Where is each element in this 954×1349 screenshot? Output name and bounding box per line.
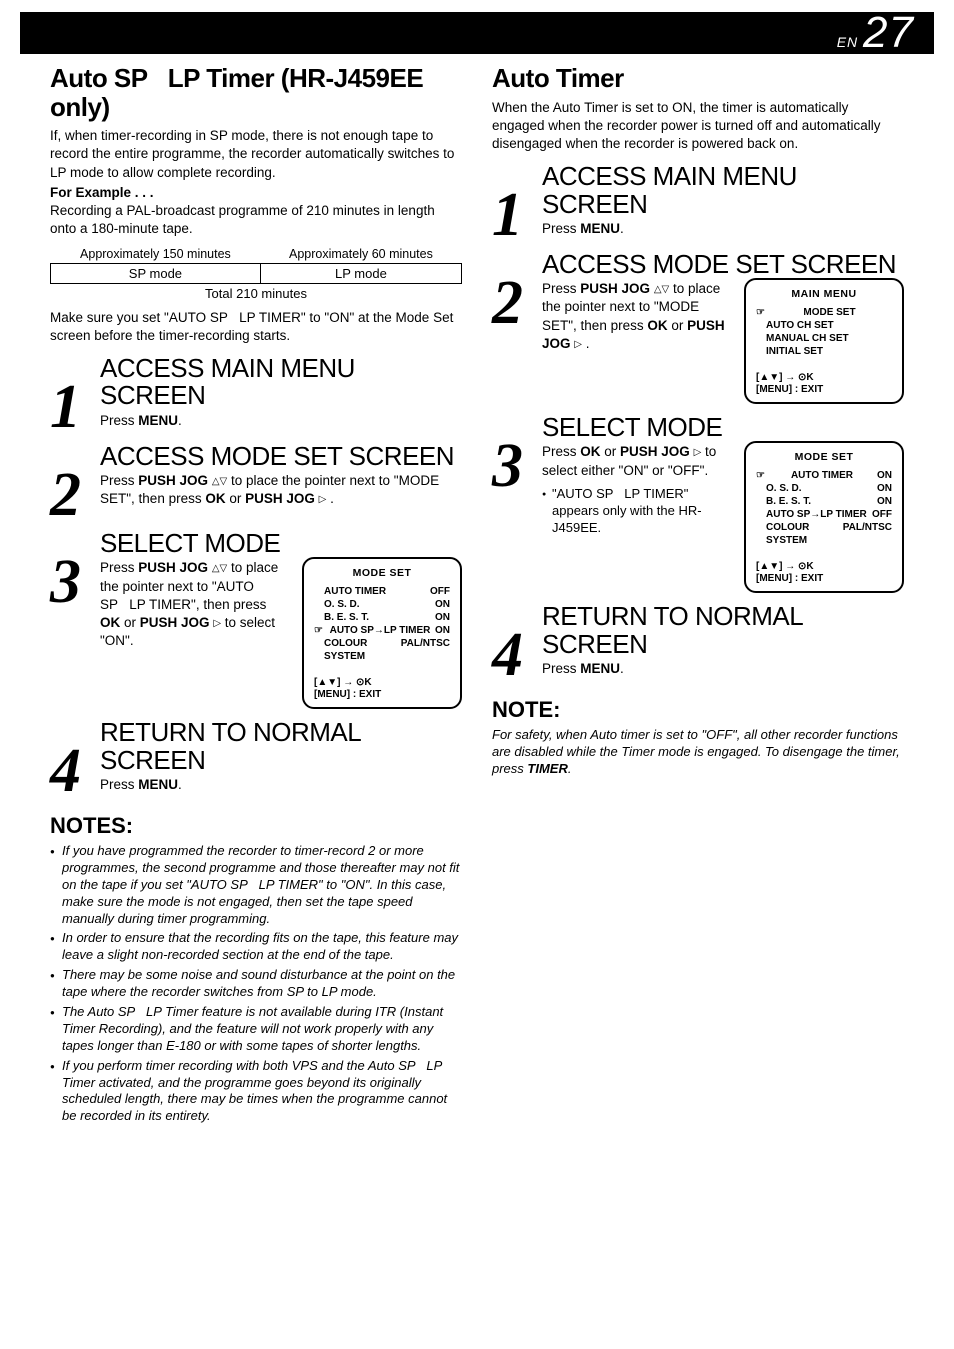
osd-line: O. S. D.ON <box>756 482 892 495</box>
header-bar: EN 27 <box>20 12 934 54</box>
left-column: Auto SP LP Timer (HR-J459EE only) If, wh… <box>50 64 462 1128</box>
step-title: ACCESS MODE SET SCREEN <box>542 251 904 278</box>
note-body: For safety, when Auto timer is set to "O… <box>492 727 904 778</box>
step-body: Press PUSH JOG △▽ to place the pointer n… <box>100 559 290 650</box>
step-num: 3 <box>492 442 542 492</box>
page-num: 27 <box>863 8 914 57</box>
step-body: Press MENU. <box>542 220 904 238</box>
mode-table: Approximately 150 minutes Approximately … <box>50 245 462 303</box>
left-intro: If, when timer-recording in SP mode, the… <box>50 127 462 182</box>
step-title: ACCESS MAIN MENU SCREEN <box>100 355 462 410</box>
osd-line: AUTO CH SET <box>756 319 892 332</box>
note-item: If you perform timer recording with both… <box>50 1058 462 1126</box>
notes-title: NOTES: <box>50 813 462 839</box>
step-num: 2 <box>492 279 542 329</box>
step-title: SELECT MODE <box>542 414 904 441</box>
right-intro: When the Auto Timer is set to ON, the ti… <box>492 99 904 154</box>
page-content: Auto SP LP Timer (HR-J459EE only) If, wh… <box>0 54 954 1158</box>
note-item: The Auto SP LP Timer feature is not avai… <box>50 1004 462 1055</box>
osd-line: O. S. D.ON <box>314 598 450 611</box>
step-body: Press MENU. <box>100 412 462 430</box>
osd-mode-set-left: MODE SET AUTO TIMEROFFO. S. D.ONB. E. S.… <box>302 557 462 709</box>
step-body: Press PUSH JOG △▽ to place the pointer n… <box>100 472 462 508</box>
right-column: Auto Timer When the Auto Timer is set to… <box>492 64 904 1128</box>
osd-line: MANUAL CH SET <box>756 332 892 345</box>
step-num: 4 <box>492 631 542 681</box>
osd-line: AUTO SP→LP TIMEROFF <box>756 508 892 521</box>
osd-title: MAIN MENU <box>756 288 892 300</box>
left-title: Auto SP LP Timer (HR-J459EE only) <box>50 64 462 121</box>
osd-line: MODE SET <box>756 306 892 319</box>
step-num: 1 <box>492 191 542 241</box>
right-step-1: 1 ACCESS MAIN MENU SCREEN Press MENU. <box>492 163 904 241</box>
step-num: 1 <box>50 383 100 433</box>
note-item: If you have programmed the recorder to t… <box>50 843 462 927</box>
step-body: Press OK or PUSH JOG ▷ to select either … <box>542 443 732 479</box>
osd-hint: [▲▼] → ⊙K [MENU] : EXIT <box>314 677 450 701</box>
sp-cell: SP mode <box>51 263 261 283</box>
step-body: Press MENU. <box>542 660 904 678</box>
right-title: Auto Timer <box>492 64 904 93</box>
note-title: NOTE: <box>492 697 904 723</box>
osd-line: INITIAL SET <box>756 345 892 358</box>
step-title: ACCESS MAIN MENU SCREEN <box>542 163 904 218</box>
note-item: There may be some noise and sound distur… <box>50 967 462 1001</box>
osd-line: AUTO TIMEROFF <box>314 585 450 598</box>
lp-cell: LP mode <box>260 263 461 283</box>
total-cell: Total 210 minutes <box>51 283 462 303</box>
page-number: EN 27 <box>837 8 914 58</box>
note-item: In order to ensure that the recording fi… <box>50 930 462 964</box>
approx-sp: Approximately 150 minutes <box>51 245 261 264</box>
step-num: 4 <box>50 747 100 797</box>
example-text: Recording a PAL-broadcast programme of 2… <box>50 202 462 238</box>
step-num: 2 <box>50 471 100 521</box>
step-title: SELECT MODE <box>100 530 462 557</box>
right-step-4: 4 RETURN TO NORMAL SCREEN Press MENU. <box>492 603 904 681</box>
step-title: RETURN TO NORMAL SCREEN <box>100 719 462 774</box>
step-num: 3 <box>50 558 100 608</box>
osd-title: MODE SET <box>756 451 892 463</box>
osd-mode-set-right: MODE SET AUTO TIMERONO. S. D.ONB. E. S. … <box>744 441 904 593</box>
osd-line: AUTO TIMERON <box>756 469 892 482</box>
osd-line: B. E. S. T.ON <box>314 611 450 624</box>
osd-main-menu: MAIN MENU MODE SETAUTO CH SETMANUAL CH S… <box>744 278 904 404</box>
after-table: Make sure you set "AUTO SP LP TIMER" to … <box>50 309 462 345</box>
notes-list: If you have programmed the recorder to t… <box>50 843 462 1125</box>
step-title: RETURN TO NORMAL SCREEN <box>542 603 904 658</box>
step-title: ACCESS MODE SET SCREEN <box>100 443 462 470</box>
osd-hint: [▲▼] → ⊙K [MENU] : EXIT <box>756 561 892 585</box>
osd-hint: [▲▼] → ⊙K [MENU] : EXIT <box>756 372 892 396</box>
osd-line: COLOUR SYSTEMPAL/NTSC <box>314 637 450 663</box>
osd-line: COLOUR SYSTEMPAL/NTSC <box>756 521 892 547</box>
osd-title: MODE SET <box>314 567 450 579</box>
right-step-2: 2 ACCESS MODE SET SCREEN Press PUSH JOG … <box>492 251 904 404</box>
left-step-3: 3 SELECT MODE Press PUSH JOG △▽ to place… <box>50 530 462 709</box>
left-step-2: 2 ACCESS MODE SET SCREEN Press PUSH JOG … <box>50 443 462 521</box>
left-step-1: 1 ACCESS MAIN MENU SCREEN Press MENU. <box>50 355 462 433</box>
osd-line: AUTO SP→LP TIMERON <box>314 624 450 637</box>
left-step-4: 4 RETURN TO NORMAL SCREEN Press MENU. <box>50 719 462 797</box>
step-bullet: "AUTO SP LP TIMER" appears only with the… <box>542 486 732 537</box>
page-prefix: EN <box>837 34 858 50</box>
approx-lp: Approximately 60 minutes <box>260 245 461 264</box>
step-body: Press MENU. <box>100 776 462 794</box>
right-step-3: 3 SELECT MODE Press OK or PUSH JOG ▷ to … <box>492 414 904 593</box>
osd-line: B. E. S. T.ON <box>756 495 892 508</box>
step-body: Press PUSH JOG △▽ to place the pointer n… <box>542 280 732 353</box>
example-label: For Example . . . <box>50 184 462 202</box>
